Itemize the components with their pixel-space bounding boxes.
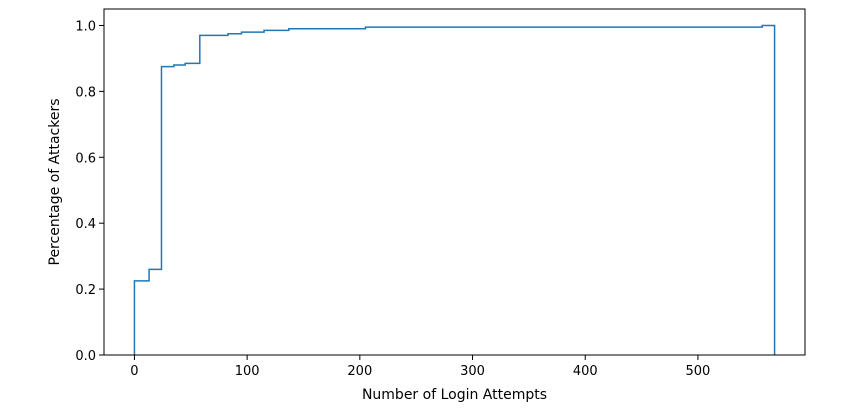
cdf-step-line xyxy=(133,24,776,355)
y-tick-label: 0.6 xyxy=(75,151,96,166)
y-tick-label: 0.8 xyxy=(75,85,96,100)
y-tick-label: 0.0 xyxy=(75,349,96,364)
x-tick-label: 200 xyxy=(347,364,372,379)
x-tick-label: 500 xyxy=(686,364,711,379)
x-tick-label: 100 xyxy=(235,364,260,379)
x-tick-label: 0 xyxy=(130,364,138,379)
x-axis-label: Number of Login Attempts xyxy=(362,387,547,403)
y-tick-label: 0.4 xyxy=(75,217,96,232)
x-tick-label: 400 xyxy=(573,364,598,379)
x-tick-label: 300 xyxy=(460,364,485,379)
y-tick-label: 0.2 xyxy=(75,283,96,298)
y-axis-label: Percentage of Attackers xyxy=(47,98,63,265)
plot-frame xyxy=(103,8,806,356)
y-tick-label: 1.0 xyxy=(75,19,96,34)
